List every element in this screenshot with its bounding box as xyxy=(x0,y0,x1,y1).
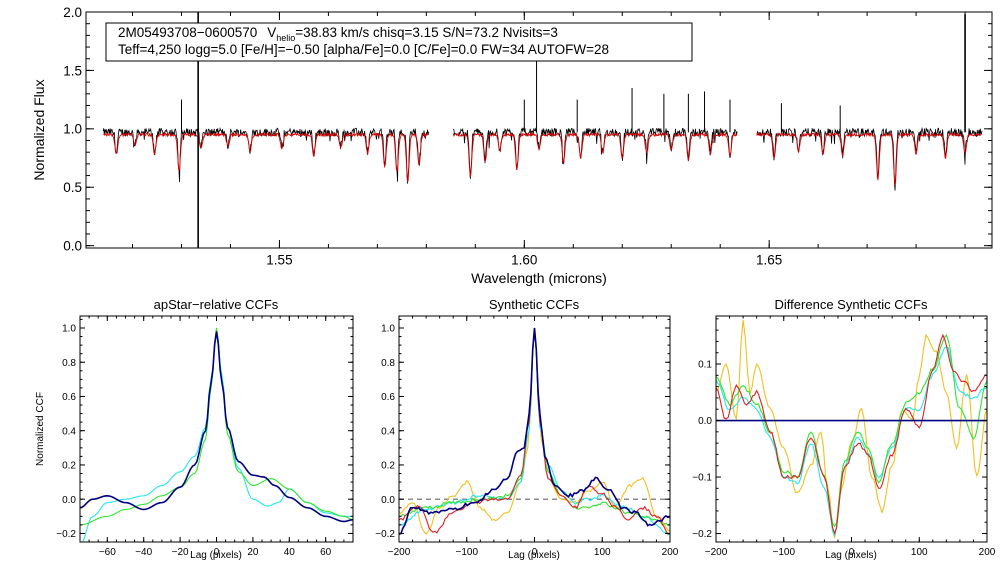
annotation-line2: Teff=4,250 logg=5.0 [Fe/H]=−0.50 [alpha/… xyxy=(118,42,609,57)
difference-ccf-panel: −200 −100 0 100 200 −0.2 −0.1 0.0 0.1 Difference… xyxy=(692,297,996,561)
annotation-line1: 2M05493708−0600570 Vhelio=38.83 km/s chis… xyxy=(118,25,558,43)
y-tick-label: 0.2 xyxy=(381,461,395,472)
y-tick-label: 0.0 xyxy=(62,495,76,506)
synthetic-ccf-ticks: −200 −100 0 100 200 −0.2 0.0 0.2 0.4 0.6 0.8 1.0 xyxy=(375,316,679,558)
y-tick-label: 1.5 xyxy=(63,63,82,78)
spectrum-lines xyxy=(102,12,983,248)
y-tick-label: −0.2 xyxy=(692,529,712,540)
synthetic-ccf-x-axis-label: Lag (pixels) xyxy=(508,550,560,561)
y-tick-label: 0.6 xyxy=(381,392,395,403)
x-tick-label: 20 xyxy=(247,547,259,558)
apstar-ccf-lines xyxy=(80,327,353,542)
spectrum-ticks: 1.55 1.60 1.65 0.0 0.5 1.0 1.5 2.0 xyxy=(63,5,992,268)
x-tick-label: −20 xyxy=(172,547,189,558)
x-tick-label: 1.55 xyxy=(266,253,292,268)
apstar-ccf-y-axis-label: Normalized CCF xyxy=(35,392,46,466)
y-tick-label: 0.0 xyxy=(63,239,82,254)
y-tick-label: 0.4 xyxy=(381,426,395,437)
x-tick-label: −100 xyxy=(455,547,478,558)
ccf-series-navy xyxy=(399,327,670,535)
annotation-frame xyxy=(105,22,693,62)
x-tick-label: −200 xyxy=(388,547,411,558)
x-tick-label: 200 xyxy=(662,547,679,558)
x-tick-label: −200 xyxy=(705,547,728,558)
ccf-series-gold xyxy=(716,319,987,539)
ccf-series-group xyxy=(399,327,670,536)
difference-ccf-x-axis-label: Lag (pixels) xyxy=(825,550,877,561)
y-tick-label: 0.6 xyxy=(62,392,76,403)
model-spectrum-chip-1 xyxy=(103,131,430,183)
x-tick-label: −40 xyxy=(135,547,152,558)
y-tick-label: −0.1 xyxy=(692,473,712,484)
x-tick-label: 0 xyxy=(849,547,855,558)
y-tick-label: −0.2 xyxy=(56,529,76,540)
y-tick-label: 0.8 xyxy=(62,358,76,369)
x-tick-label: 0 xyxy=(532,547,538,558)
model-spectrum-chip-2 xyxy=(452,131,738,178)
x-tick-label: −100 xyxy=(772,547,795,558)
apstar-ccf-title: apStar−relative CCFs xyxy=(154,297,279,312)
apstar-ccf-panel: −60 −40 −20 0 20 40 60 −0.2 0.0 0.2 0.4 0.6 0.8 1.0 a… xyxy=(35,297,354,561)
ccf-series-group xyxy=(80,327,353,542)
x-tick-label: −60 xyxy=(99,547,116,558)
spectrum-annotation-box: 2M05493708−0600570 Vhelio=38.83 km/s chis… xyxy=(105,22,693,62)
ccf-series-group xyxy=(716,319,987,539)
x-tick-label: 1.60 xyxy=(511,253,537,268)
spectrum-panel: 1.55 1.60 1.65 0.0 0.5 1.0 1.5 2.0 2M05493708−0… xyxy=(31,5,993,286)
y-tick-label: 0.4 xyxy=(62,426,76,437)
y-tick-label: 1.0 xyxy=(63,122,82,137)
apstar-ccf-ticks: −60 −40 −20 0 20 40 60 −0.2 0.0 0.2 0.4 0.6 0.8 1.0 xyxy=(56,316,354,558)
difference-ccf-lines xyxy=(716,319,987,539)
spectrum-y-axis-label: Normalized Flux xyxy=(31,79,47,180)
x-tick-label: 40 xyxy=(284,547,296,558)
x-tick-label: 100 xyxy=(911,547,928,558)
ccf-series-navy xyxy=(80,331,353,523)
x-tick-label: 60 xyxy=(320,547,332,558)
synthetic-ccf-panel: −200 −100 0 100 200 −0.2 0.0 0.2 0.4 0.6 0.8 1.0 Sy… xyxy=(375,297,679,561)
x-tick-label: 0 xyxy=(214,547,220,558)
spectrum-series-group xyxy=(102,12,983,248)
ccf-series-cyan xyxy=(716,346,987,537)
apstar-ccf-x-axis-label: Lag (pixels) xyxy=(190,550,242,561)
difference-ccf-ticks: −200 −100 0 100 200 −0.2 −0.1 0.0 0.1 xyxy=(692,316,996,558)
y-tick-label: 0.2 xyxy=(62,461,76,472)
model-spectrum-chip-3 xyxy=(756,131,983,186)
ccf-series-red xyxy=(716,333,987,535)
y-tick-label: −0.2 xyxy=(375,529,395,540)
y-tick-label: 0.0 xyxy=(381,495,395,506)
ccf-series-green xyxy=(716,334,987,528)
x-tick-label: 200 xyxy=(979,547,996,558)
difference-ccf-title: Difference Synthetic CCFs xyxy=(775,297,928,312)
synthetic-ccf-lines xyxy=(399,327,670,536)
y-tick-label: 1.0 xyxy=(381,324,395,335)
x-tick-label: 100 xyxy=(594,547,611,558)
y-tick-label: 0.8 xyxy=(381,358,395,369)
spectrum-frame xyxy=(85,11,993,249)
ccf-series-green xyxy=(80,327,353,526)
y-tick-label: 0.1 xyxy=(698,360,712,371)
y-tick-label: 0.0 xyxy=(698,416,712,427)
observed-spectrum-chip-1 xyxy=(102,126,430,184)
synthetic-ccf-title: Synthetic CCFs xyxy=(489,297,580,312)
spectrum-x-axis-label: Wavelength (microns) xyxy=(471,270,607,286)
y-tick-label: 2.0 xyxy=(63,5,82,20)
x-tick-label: 1.65 xyxy=(756,253,782,268)
y-tick-label: 1.0 xyxy=(62,324,76,335)
y-tick-label: 0.5 xyxy=(63,180,82,195)
